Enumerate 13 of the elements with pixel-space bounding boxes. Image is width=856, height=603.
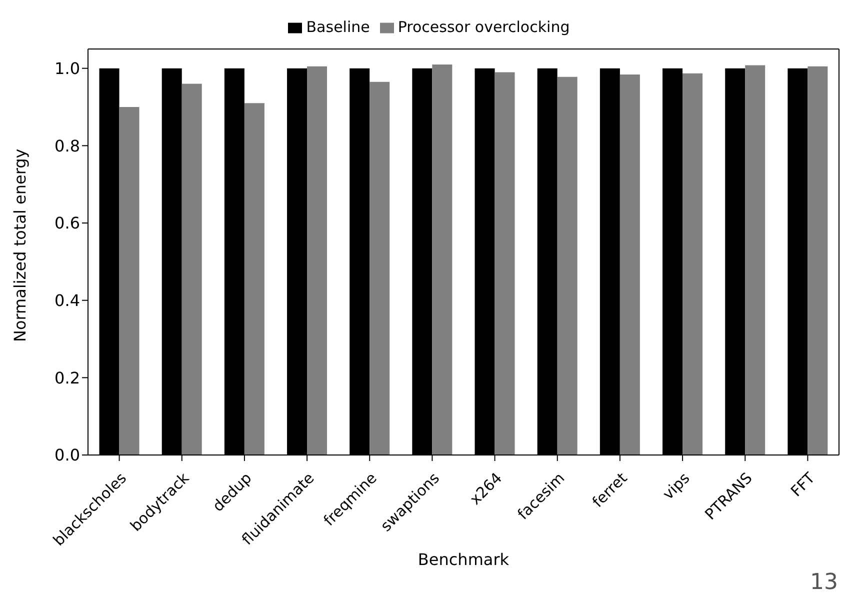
text: 13 bbox=[810, 570, 838, 595]
y-axis-title: Normalized total energy bbox=[10, 148, 30, 342]
x-axis-title: Benchmark bbox=[418, 550, 510, 569]
y-tick-label: 0.4 bbox=[54, 291, 80, 310]
x-tick-label: FFT bbox=[787, 468, 820, 500]
y-tick-label: 0.6 bbox=[54, 214, 80, 233]
x-tick-label: vips bbox=[659, 468, 694, 504]
legend-label: Processor overclocking bbox=[398, 18, 570, 36]
y-tick-label: 1.0 bbox=[54, 59, 80, 78]
y-tick-label: 0.8 bbox=[54, 136, 80, 156]
y-tick-label: 0.0 bbox=[54, 446, 80, 465]
legend-label: Baseline bbox=[306, 18, 370, 36]
y-tick-label: 0.2 bbox=[54, 368, 80, 388]
